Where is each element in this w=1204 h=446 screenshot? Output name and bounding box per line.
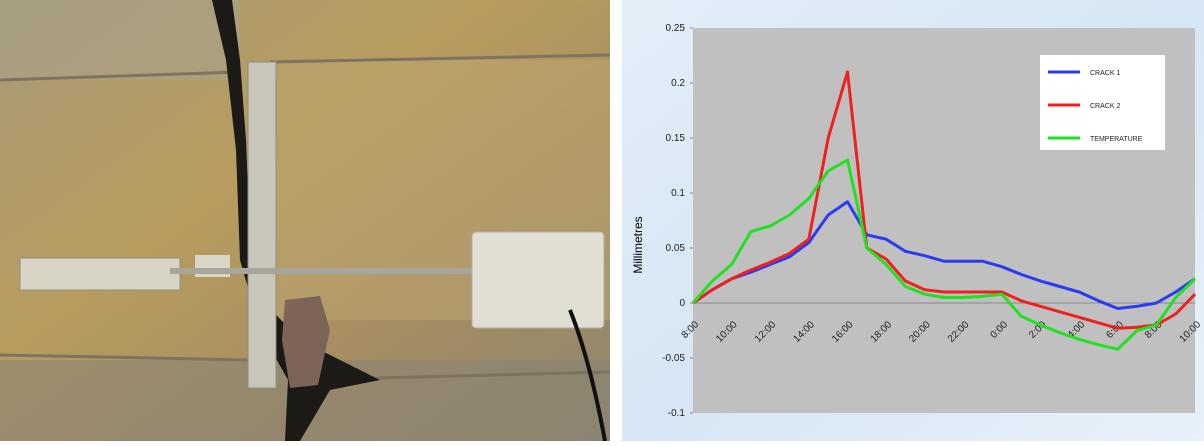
y-tick-label: -0.05 <box>662 353 685 364</box>
y-tick-label: 0.1 <box>671 188 685 199</box>
y-axis-label: Millimetres <box>631 216 645 273</box>
y-tick-label: 0.15 <box>666 133 686 144</box>
legend-label: TEMPERATURE <box>1090 136 1143 143</box>
y-tick-label: -0.1 <box>668 408 686 419</box>
photo <box>0 0 610 441</box>
y-tick-label: 0.25 <box>666 23 686 34</box>
legend-label: CRACK 1 <box>1090 70 1120 77</box>
y-tick-label: 0.05 <box>666 243 686 254</box>
y-tick-label: 0.2 <box>671 78 685 89</box>
legend-label: CRACK 2 <box>1090 103 1120 110</box>
y-tick-label: 0 <box>679 298 685 309</box>
page: Millimetres -0.1 -0.05 0 0.05 0.1 0.15 0.2 0.25… <box>0 0 1204 441</box>
